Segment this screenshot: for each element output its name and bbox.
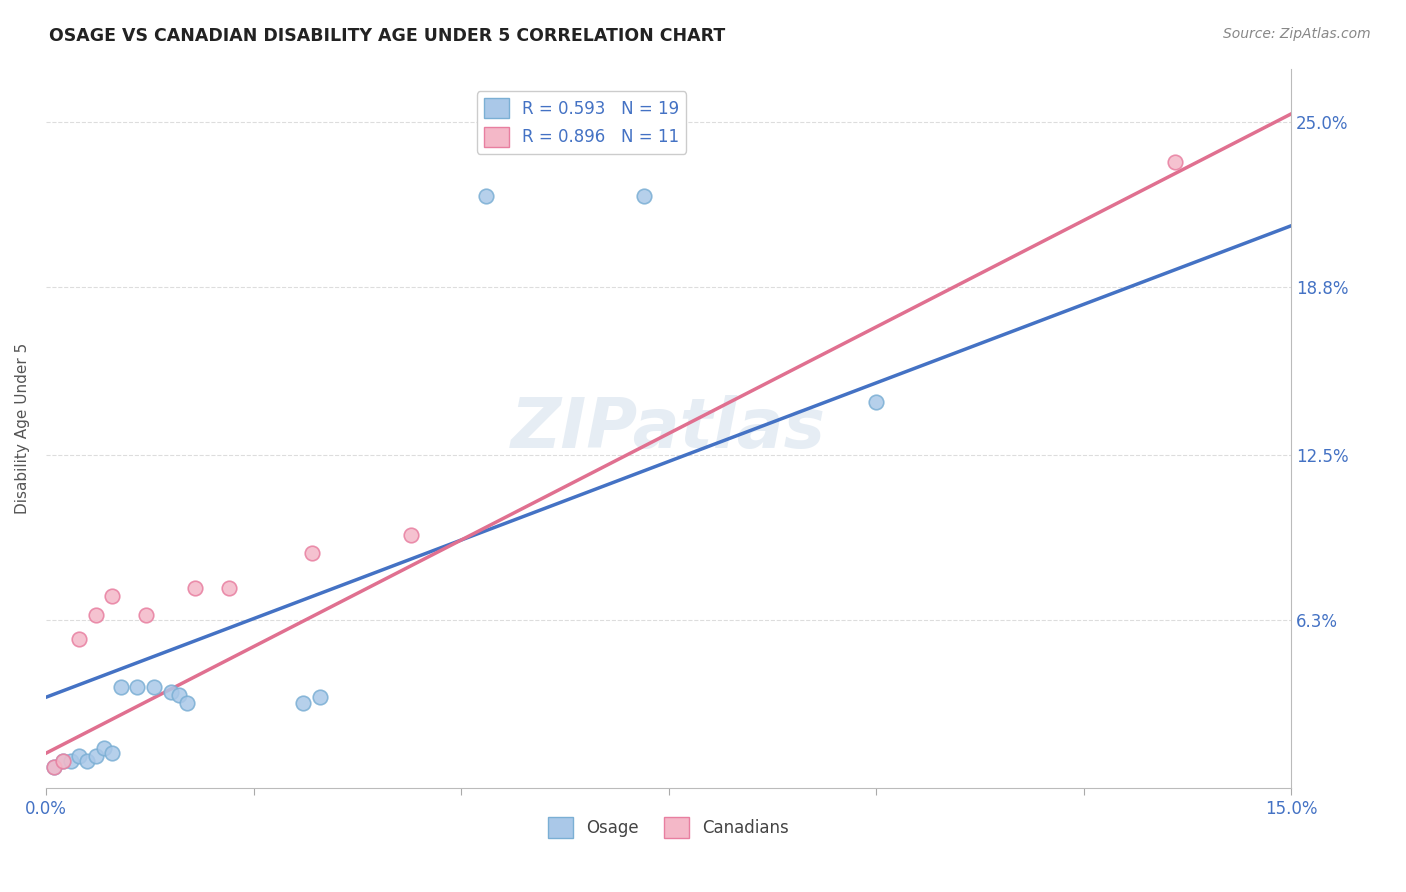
Point <box>865 394 887 409</box>
Point <box>167 688 190 702</box>
Point <box>309 690 332 705</box>
Point <box>76 754 98 768</box>
Point <box>84 748 107 763</box>
Point <box>184 581 207 595</box>
Point <box>101 589 124 603</box>
Point <box>401 527 423 541</box>
Point <box>301 546 323 560</box>
Point <box>218 581 240 595</box>
Point <box>475 189 498 203</box>
Point <box>52 754 75 768</box>
Point <box>292 696 315 710</box>
Point <box>176 696 198 710</box>
Point <box>93 740 115 755</box>
Legend: Osage, Canadians: Osage, Canadians <box>541 811 796 844</box>
Point <box>52 754 75 768</box>
Point <box>84 607 107 622</box>
Text: OSAGE VS CANADIAN DISABILITY AGE UNDER 5 CORRELATION CHART: OSAGE VS CANADIAN DISABILITY AGE UNDER 5… <box>49 27 725 45</box>
Point <box>110 680 132 694</box>
Point <box>159 685 181 699</box>
Point <box>59 754 82 768</box>
Text: ZIPatlas: ZIPatlas <box>512 394 827 462</box>
Point <box>633 189 655 203</box>
Y-axis label: Disability Age Under 5: Disability Age Under 5 <box>15 343 30 514</box>
Point <box>67 632 90 646</box>
Text: Source: ZipAtlas.com: Source: ZipAtlas.com <box>1223 27 1371 41</box>
Point <box>44 759 66 773</box>
Point <box>101 746 124 760</box>
Point <box>44 759 66 773</box>
Point <box>67 748 90 763</box>
Point <box>127 680 149 694</box>
Point <box>1164 154 1187 169</box>
Point <box>135 607 157 622</box>
Point <box>142 680 165 694</box>
